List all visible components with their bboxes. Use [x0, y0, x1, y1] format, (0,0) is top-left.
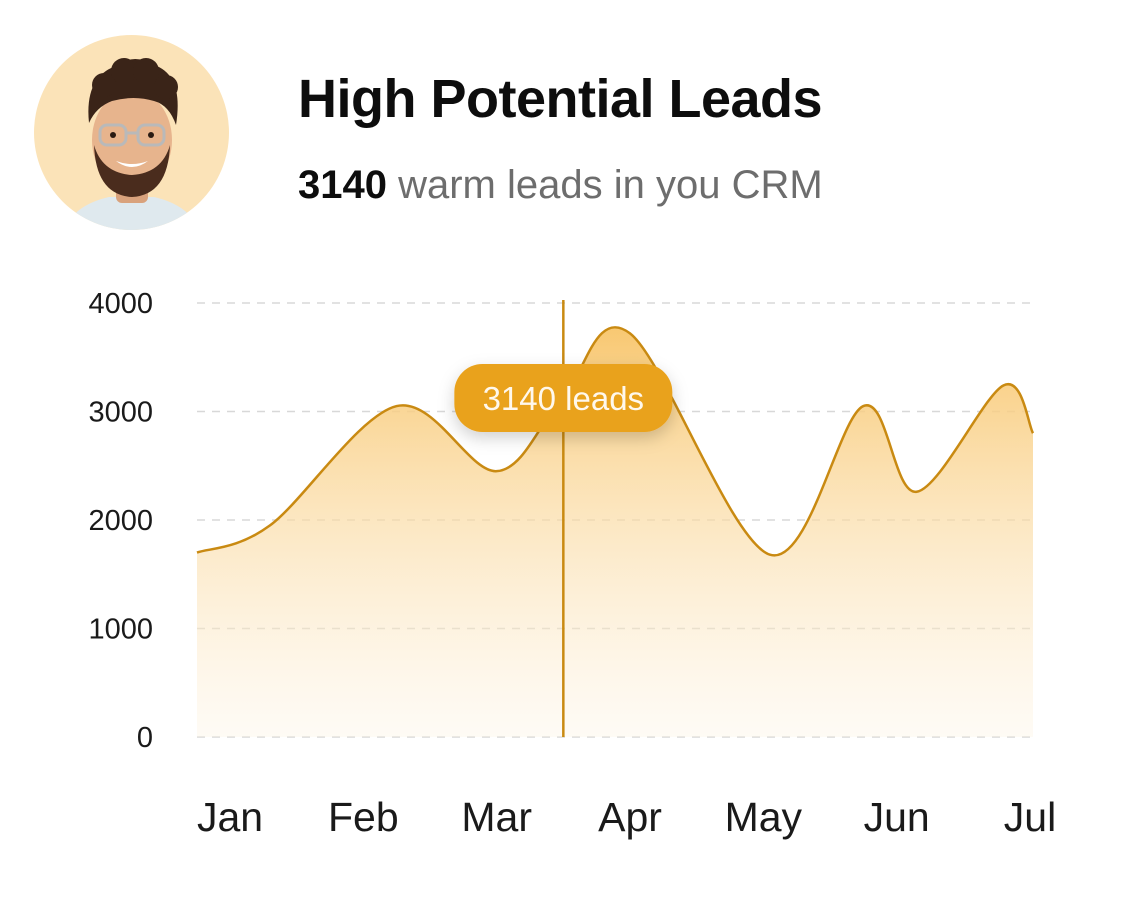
y-axis-ticks: 0 1000 2000 3000 4000: [88, 288, 153, 754]
tooltip-label: 3140 leads: [483, 380, 644, 417]
avatar: [34, 35, 229, 230]
x-tick-label: Jun: [864, 794, 930, 840]
y-tick-label: 1000: [88, 614, 153, 646]
person-photo-icon: [64, 58, 199, 230]
tooltip-background: [454, 364, 673, 432]
x-tick-label: Apr: [598, 794, 662, 840]
y-tick-label: 0: [137, 722, 153, 754]
subtitle: 3140 warm leads in you CRM: [298, 163, 823, 208]
x-tick-label: Jul: [1004, 794, 1056, 840]
page-title: High Potential Leads: [298, 69, 823, 129]
series-line: [196, 326, 1035, 557]
x-tick-label: Jan: [197, 794, 263, 840]
tooltip: [454, 364, 673, 432]
x-tick-label: May: [725, 794, 803, 840]
x-tick-label: Mar: [461, 794, 532, 840]
y-tick-label: 2000: [88, 505, 153, 537]
series-area: [197, 327, 1033, 737]
lead-count: 3140: [298, 163, 387, 207]
y-tick-label: 3000: [88, 397, 153, 429]
subtitle-text: warm leads in you CRM: [386, 163, 823, 207]
x-axis-labels: Jan Feb Mar Apr May Jun Jul: [197, 794, 1056, 840]
x-tick-label: Feb: [328, 794, 399, 840]
y-tick-label: 4000: [88, 288, 153, 320]
